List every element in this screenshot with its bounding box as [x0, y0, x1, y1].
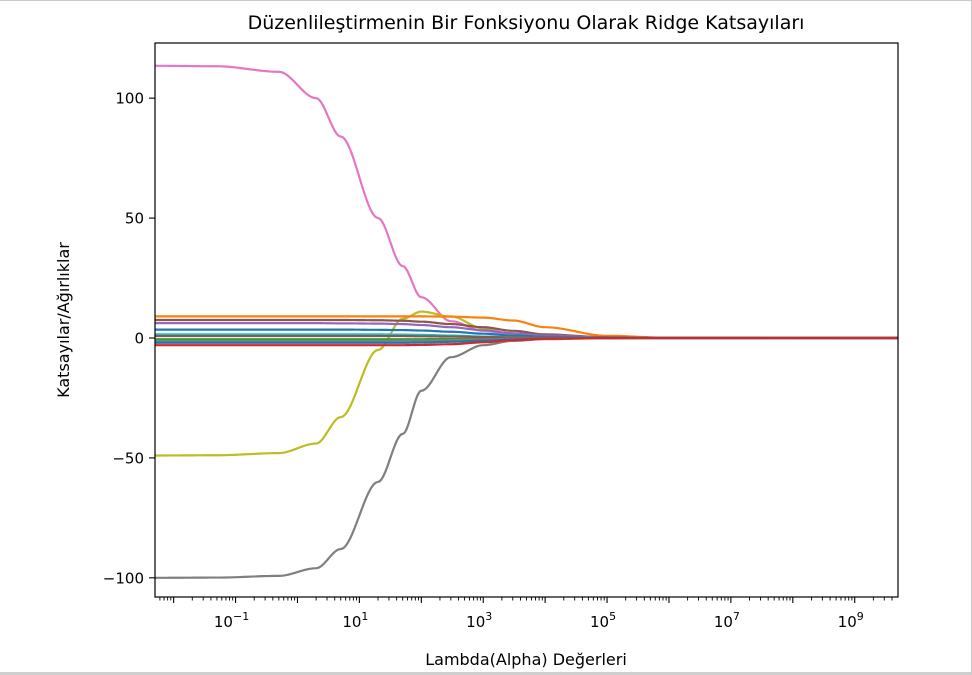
y-tick-label: −100 — [103, 569, 144, 587]
ticks-layer: 10−1 101 103 105 107 109 100 50 0 −50 −100 — [103, 90, 893, 631]
x-tick-label: 103 — [466, 610, 492, 631]
x-tick-label: 109 — [838, 610, 864, 631]
y-tick-label: 0 — [134, 329, 144, 347]
x-axis-label: Lambda(Alpha) Değerleri — [425, 650, 627, 669]
x-tick-label: 105 — [590, 610, 616, 631]
y-tick-label: 100 — [115, 90, 144, 108]
x-tick-label: 10−1 — [214, 610, 249, 631]
y-tick-label: −50 — [112, 449, 144, 467]
series-line-1 — [155, 64, 898, 340]
x-tick-label: 107 — [714, 610, 740, 631]
y-tick-label: 50 — [125, 210, 144, 228]
x-tick-label: 101 — [342, 610, 368, 631]
series-line-2 — [155, 336, 898, 579]
series-layer — [155, 64, 898, 579]
chart-title: Düzenlileştirmenin Bir Fonksiyonu Olarak… — [248, 12, 805, 34]
series-line-4 — [155, 315, 898, 340]
y-axis-label: Katsayılar/Ağırlıklar — [54, 242, 73, 398]
series-line-13 — [155, 336, 898, 347]
